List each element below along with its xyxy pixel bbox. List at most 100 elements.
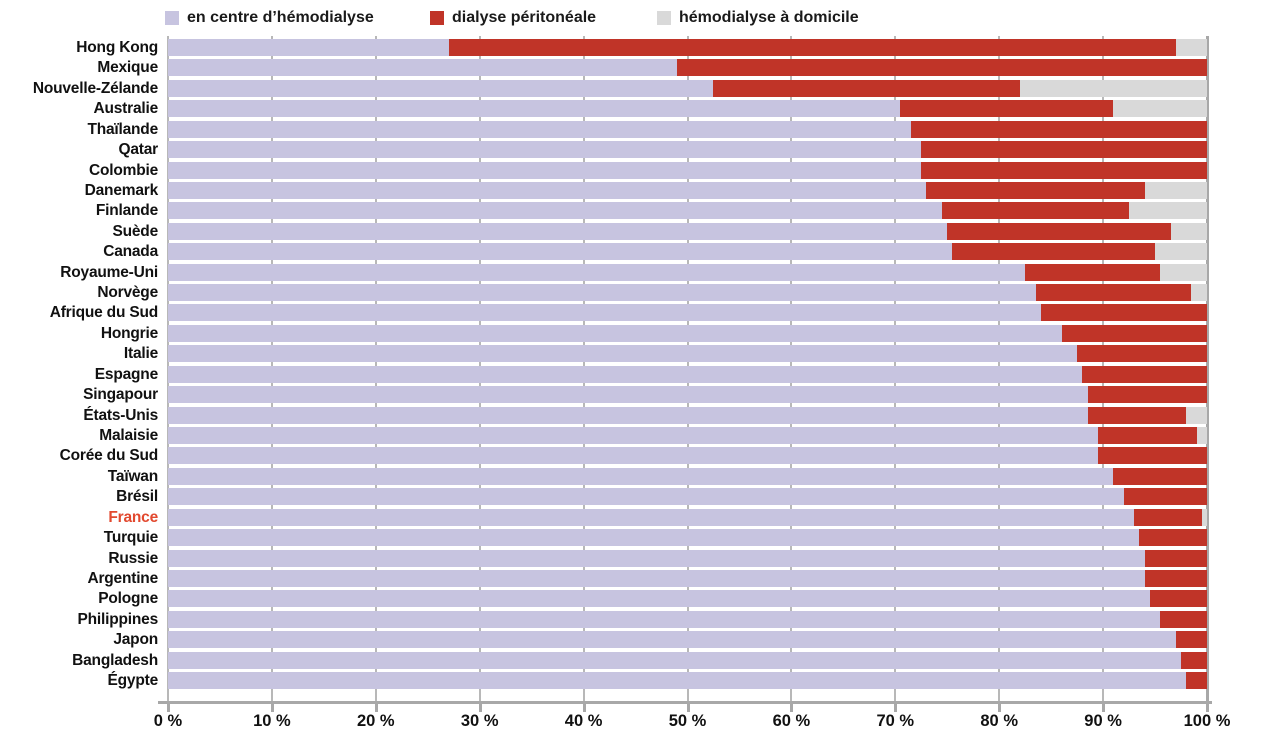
segment-dialyse-peritoneale	[1113, 467, 1207, 485]
segment-centre-hemodialyse	[168, 120, 911, 138]
category-label--tats-unis: États-Unis	[83, 406, 158, 424]
segment-centre-hemodialyse	[168, 426, 1098, 444]
segment-centre-hemodialyse	[168, 243, 953, 261]
x-axis-tick-80	[998, 703, 1002, 712]
bar-row	[168, 590, 1207, 608]
bar-row	[168, 39, 1207, 56]
segment-dialyse-peritoneale	[677, 59, 1207, 77]
segment-centre-hemodialyse	[168, 79, 714, 97]
x-axis-tick-0	[167, 703, 170, 712]
segment-centre-hemodialyse	[168, 447, 1098, 465]
bar-row	[168, 569, 1207, 587]
bar-row	[168, 426, 1207, 444]
x-axis-tick-60	[790, 703, 794, 712]
bar-row	[168, 141, 1207, 159]
x-axis-tick-30	[478, 703, 482, 712]
category-label-france: France	[108, 508, 158, 526]
segment-centre-hemodialyse	[168, 488, 1124, 506]
legend-label: dialyse péritonéale	[452, 9, 597, 26]
segment-dialyse-peritoneale	[1087, 406, 1187, 424]
x-axis-tick-label: 70 %	[876, 712, 915, 730]
category-label-italie: Italie	[123, 345, 158, 363]
segment-hemodialyse-domicile	[1019, 79, 1207, 97]
category-label-hongrie: Hongrie	[100, 324, 158, 342]
segment-centre-hemodialyse	[168, 508, 1135, 526]
bar-row	[168, 100, 1207, 118]
segment-dialyse-peritoneale	[1144, 569, 1207, 587]
category-label-cor-e-du-sud: Corée du Sud	[59, 447, 159, 465]
category-label-royaume-uni: Royaume-Uni	[60, 263, 158, 281]
bar-row	[168, 549, 1207, 567]
segment-hemodialyse-domicile	[1129, 202, 1207, 220]
segment-dialyse-peritoneale	[1134, 508, 1202, 526]
category-label-malaisie: Malaisie	[99, 426, 158, 444]
category-label-finlande: Finlande	[95, 202, 158, 220]
segment-dialyse-peritoneale	[1097, 447, 1207, 465]
category-label-australie: Australie	[93, 100, 158, 118]
segment-hemodialyse-domicile	[1144, 181, 1207, 199]
segment-dialyse-peritoneale	[1077, 345, 1207, 363]
x-axis-tick-label: 40 %	[564, 712, 603, 730]
category-label-qatar: Qatar	[118, 141, 159, 159]
x-axis-tick-40	[582, 703, 586, 712]
bar-row	[168, 467, 1207, 485]
bar-row	[168, 263, 1207, 281]
segment-dialyse-peritoneale	[926, 181, 1145, 199]
segment-dialyse-peritoneale	[1123, 488, 1207, 506]
category-label-br-sil: Brésil	[116, 488, 158, 506]
segment-hemodialyse-domicile	[1196, 426, 1207, 444]
legend-swatch-dialyse-peritoneale	[430, 11, 444, 25]
segment-dialyse-peritoneale	[713, 79, 1020, 97]
segment-hemodialyse-domicile	[1160, 263, 1207, 281]
segment-centre-hemodialyse	[168, 569, 1145, 587]
segment-dialyse-peritoneale	[921, 141, 1207, 159]
gridline-100	[1206, 36, 1209, 703]
segment-dialyse-peritoneale	[900, 100, 1114, 118]
segment-dialyse-peritoneale	[1040, 304, 1207, 322]
segment-centre-hemodialyse	[168, 549, 1145, 567]
segment-hemodialyse-domicile	[1186, 406, 1207, 424]
bar-row	[168, 120, 1207, 138]
bar-row	[168, 181, 1207, 199]
segment-dialyse-peritoneale	[942, 202, 1130, 220]
segment-centre-hemodialyse	[168, 610, 1161, 628]
segment-dialyse-peritoneale	[1160, 610, 1207, 628]
x-axis-tick-label: 0 %	[153, 712, 183, 730]
x-axis-line	[158, 701, 1212, 704]
category-label-colombie: Colombie	[88, 161, 158, 179]
bar-row	[168, 161, 1207, 179]
category-label-norv-ge: Norvège	[97, 284, 158, 302]
segment-hemodialyse-domicile	[1155, 243, 1207, 261]
bar-row	[168, 672, 1207, 690]
x-axis-tick-100	[1206, 703, 1209, 712]
segment-centre-hemodialyse	[168, 386, 1088, 404]
x-axis-tick-label: 30 %	[460, 712, 499, 730]
segment-dialyse-peritoneale	[448, 39, 1176, 56]
segment-dialyse-peritoneale	[1087, 386, 1207, 404]
segment-dialyse-peritoneale	[1149, 590, 1207, 608]
category-label-hong-kong: Hong Kong	[76, 39, 158, 56]
legend-swatch-centre-hemodialyse	[165, 11, 179, 25]
bar-row	[168, 243, 1207, 261]
bar-row	[168, 284, 1207, 302]
category-label-danemark: Danemark	[84, 181, 159, 199]
x-axis-tick-label: 100 %	[1183, 712, 1231, 730]
category-label-afrique-du-sud: Afrique du Sud	[49, 304, 158, 322]
segment-hemodialyse-domicile	[1201, 508, 1207, 526]
segment-centre-hemodialyse	[168, 222, 948, 240]
segment-centre-hemodialyse	[168, 59, 678, 77]
segment-centre-hemodialyse	[168, 365, 1083, 383]
plot-area: 0 % 10 % 20 % 30 % 40 % 50 % 60 % 70 % 80 % 90 % 1…	[154, 36, 1230, 730]
bar-row	[168, 447, 1207, 465]
legend-label: en centre d’hémodialyse	[187, 9, 374, 26]
bar-row	[168, 202, 1207, 220]
category-label-espagne: Espagne	[94, 365, 158, 383]
segment-hemodialyse-domicile	[1113, 100, 1207, 118]
category-label-tha-lande: Thaïlande	[87, 120, 158, 138]
bar-row	[168, 79, 1207, 97]
segment-centre-hemodialyse	[168, 100, 901, 118]
x-axis-tick-70	[894, 703, 898, 712]
bar-row	[168, 610, 1207, 628]
segment-dialyse-peritoneale	[910, 120, 1207, 138]
